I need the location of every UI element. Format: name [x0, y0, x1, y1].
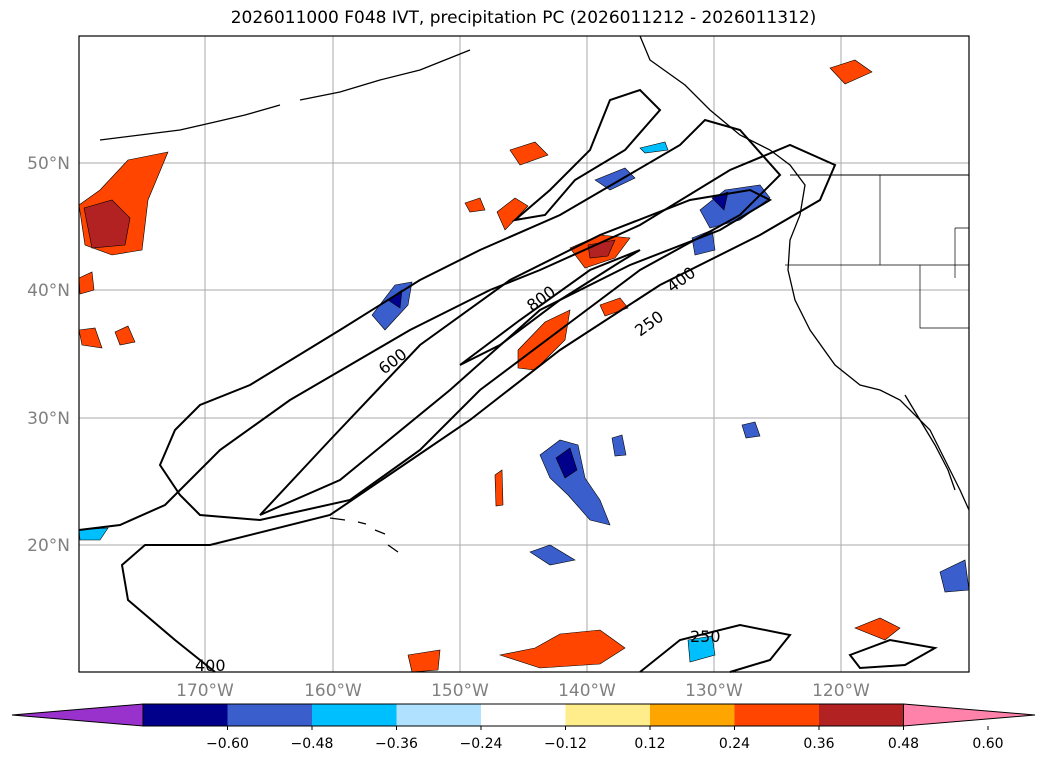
colorbar-bin	[565, 704, 650, 726]
ivt-contour-250	[78, 143, 837, 673]
aleutian-islands	[99, 104, 281, 141]
anomaly-blob	[407, 649, 441, 673]
lon-label: 130°W	[685, 681, 743, 701]
anomaly-blob	[78, 327, 103, 349]
ivt-contour-800	[459, 249, 641, 366]
coastlines	[99, 35, 970, 553]
colorbar-bin	[227, 704, 312, 726]
anomaly-blob	[699, 184, 771, 229]
anomaly-blob	[371, 281, 413, 331]
map-title: 2026011000 F048 IVT, precipitation PC (2…	[230, 8, 817, 28]
colorbar-tick-label: −0.24	[460, 736, 503, 752]
colorbar-bin	[819, 704, 904, 726]
anomaly-blob	[611, 434, 627, 457]
lon-label: 120°W	[812, 681, 870, 701]
colorbar: −0.60 −0.48 −0.36 −0.24 −0.12 0.12 0.24 0.36 0.4…	[11, 703, 1036, 752]
anomaly-blob	[83, 199, 131, 249]
ivt-contour-600-north	[511, 88, 662, 222]
hawaii-islands	[329, 517, 399, 553]
colorbar-bin	[734, 704, 819, 726]
anomaly-blob	[741, 421, 761, 439]
ivt-contour-250-south	[639, 623, 792, 673]
colorbar-tick-label: 0.12	[634, 736, 665, 752]
contour-label: 400	[195, 656, 226, 675]
anomaly-blob	[496, 197, 529, 231]
lat-label: 20°N	[27, 536, 70, 556]
anomaly-blob	[594, 167, 636, 191]
positive-anomaly-regions	[78, 59, 901, 673]
anomaly-blob	[599, 297, 629, 317]
anomaly-blob	[494, 469, 504, 507]
anomaly-blob	[691, 229, 716, 256]
anomaly-blob	[78, 527, 109, 541]
colorbar-bin	[312, 704, 397, 726]
anomaly-blob	[78, 271, 95, 295]
colorbar-tick-label: 0.36	[803, 736, 834, 752]
lat-label: 40°N	[27, 281, 70, 301]
anomaly-blob	[114, 325, 136, 346]
colorbar-tick-label: −0.60	[206, 736, 249, 752]
colorbar-bin	[481, 704, 566, 726]
colorbar-over-extend	[903, 703, 1036, 727]
lon-label: 170°W	[176, 681, 234, 701]
ivt-contour-400-south	[848, 638, 938, 670]
anomaly-blob	[498, 629, 626, 669]
map-frame	[78, 35, 970, 673]
colorbar-tick-label: −0.12	[544, 736, 587, 752]
anomaly-blob	[509, 141, 549, 166]
ivt-contour-600	[259, 188, 773, 516]
anomaly-blob	[687, 635, 716, 663]
colorbar-bin	[143, 704, 228, 726]
colorbar-bin	[650, 704, 735, 726]
colorbar-tick-label: 0.48	[888, 736, 919, 752]
anomaly-blob	[829, 59, 873, 85]
anomaly-blob	[555, 447, 578, 479]
colorbar-tick-label: 0.24	[719, 736, 750, 752]
colorbar-tick-label: −0.36	[375, 736, 418, 752]
ivt-contours	[78, 88, 938, 673]
anomaly-blob	[639, 141, 669, 154]
colorbar-outline	[142, 703, 904, 727]
state-boundaries	[785, 175, 969, 329]
colorbar-tick-label: −0.48	[291, 736, 334, 752]
anomaly-blob	[854, 617, 901, 641]
anomaly-blob	[529, 544, 576, 566]
anomaly-blob	[517, 309, 571, 371]
lat-label: 30°N	[27, 409, 70, 429]
colorbar-bin	[396, 704, 481, 726]
colorbar-tick-label: 0.60	[972, 736, 1003, 752]
alaska-peninsula	[299, 49, 471, 101]
colorbar-under-extend	[11, 703, 144, 727]
lat-label: 50°N	[27, 154, 70, 174]
contour-label: 250	[690, 627, 721, 646]
baja-california	[904, 394, 956, 491]
lon-label: 140°W	[558, 681, 616, 701]
ivt-contour-400	[158, 118, 782, 522]
lon-label: 160°W	[304, 681, 362, 701]
lon-label: 150°W	[431, 681, 489, 701]
anomaly-blob	[464, 197, 486, 213]
